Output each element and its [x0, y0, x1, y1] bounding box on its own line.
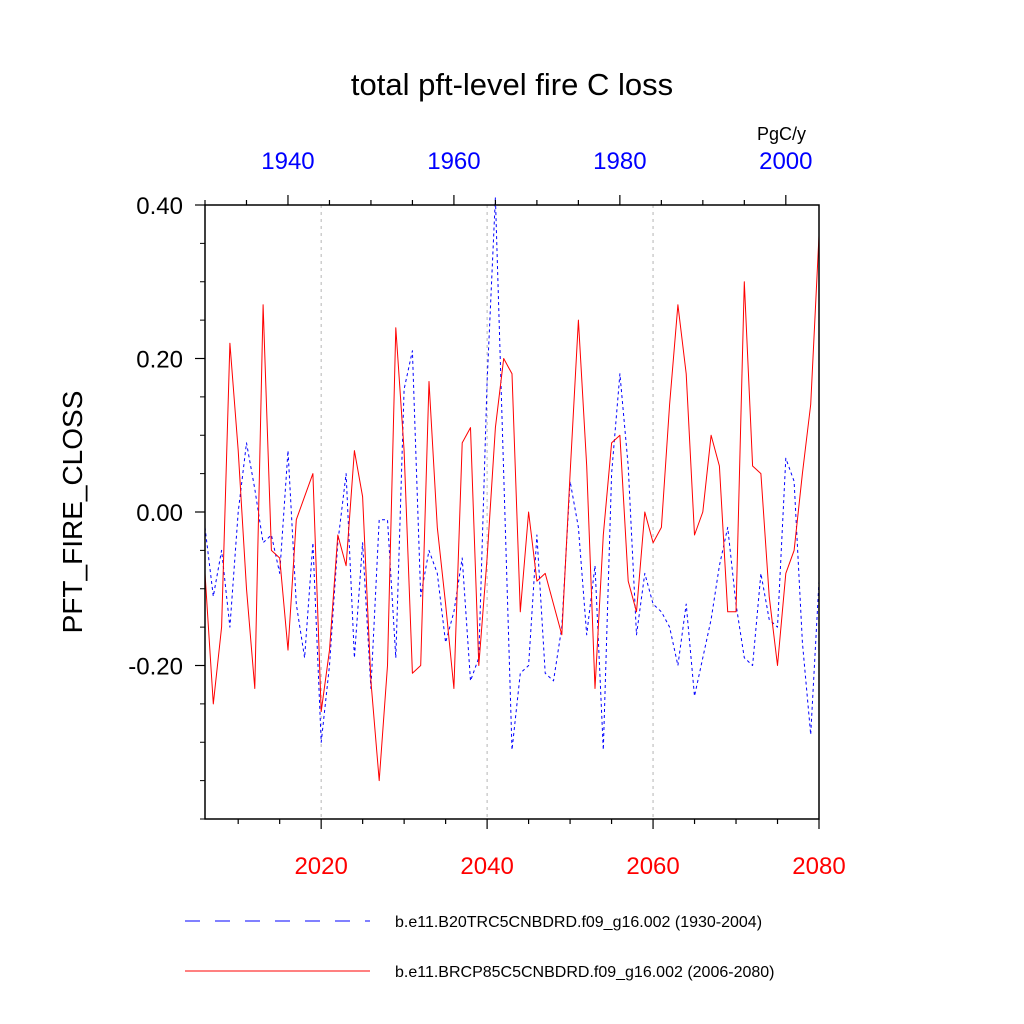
bottom-tick-label: 2020: [294, 853, 347, 880]
top-tick-label: 1940: [261, 148, 314, 175]
chart-title: total pft-level fire C loss: [351, 67, 673, 102]
y-tick-label: 0.00: [136, 500, 183, 527]
top-tick-label: 2000: [759, 148, 812, 175]
y-axis-title: PFT_FIRE_CLOSS: [57, 391, 88, 634]
top-tick-label: 1980: [593, 148, 646, 175]
plot-frame: [204, 204, 820, 820]
legend-label-2: b.e11.BRCP85C5CNBDRD.f09_g16.002 (2006-2…: [395, 964, 774, 981]
grid-lines: [320, 205, 654, 819]
series-lines: [204, 196, 820, 782]
series-historical-line: [204, 196, 820, 751]
y-tick-label: 0.20: [136, 347, 183, 374]
legend-label-1: b.e11.B20TRC5CNBDRD.f09_g16.002 (1930-20…: [395, 914, 762, 931]
y-tick-label: 0.40: [136, 193, 183, 220]
bottom-tick-label: 2060: [626, 853, 679, 880]
axis-tick-labels: 0.40 0.20 0.00 -0.20 2020 2040 2060 2080 1940 196…: [128, 148, 845, 880]
y-tick-label: -0.20: [128, 654, 183, 681]
legend: b.e11.B20TRC5CNBDRD.f09_g16.002 (1930-20…: [185, 914, 774, 981]
top-tick-label: 1960: [427, 148, 480, 175]
series-rcp85-line: [204, 235, 820, 782]
bottom-tick-label: 2040: [460, 853, 513, 880]
units-label: PgC/y: [757, 124, 806, 144]
axis-ticks: [195, 195, 820, 829]
bottom-tick-label: 2080: [792, 853, 845, 880]
